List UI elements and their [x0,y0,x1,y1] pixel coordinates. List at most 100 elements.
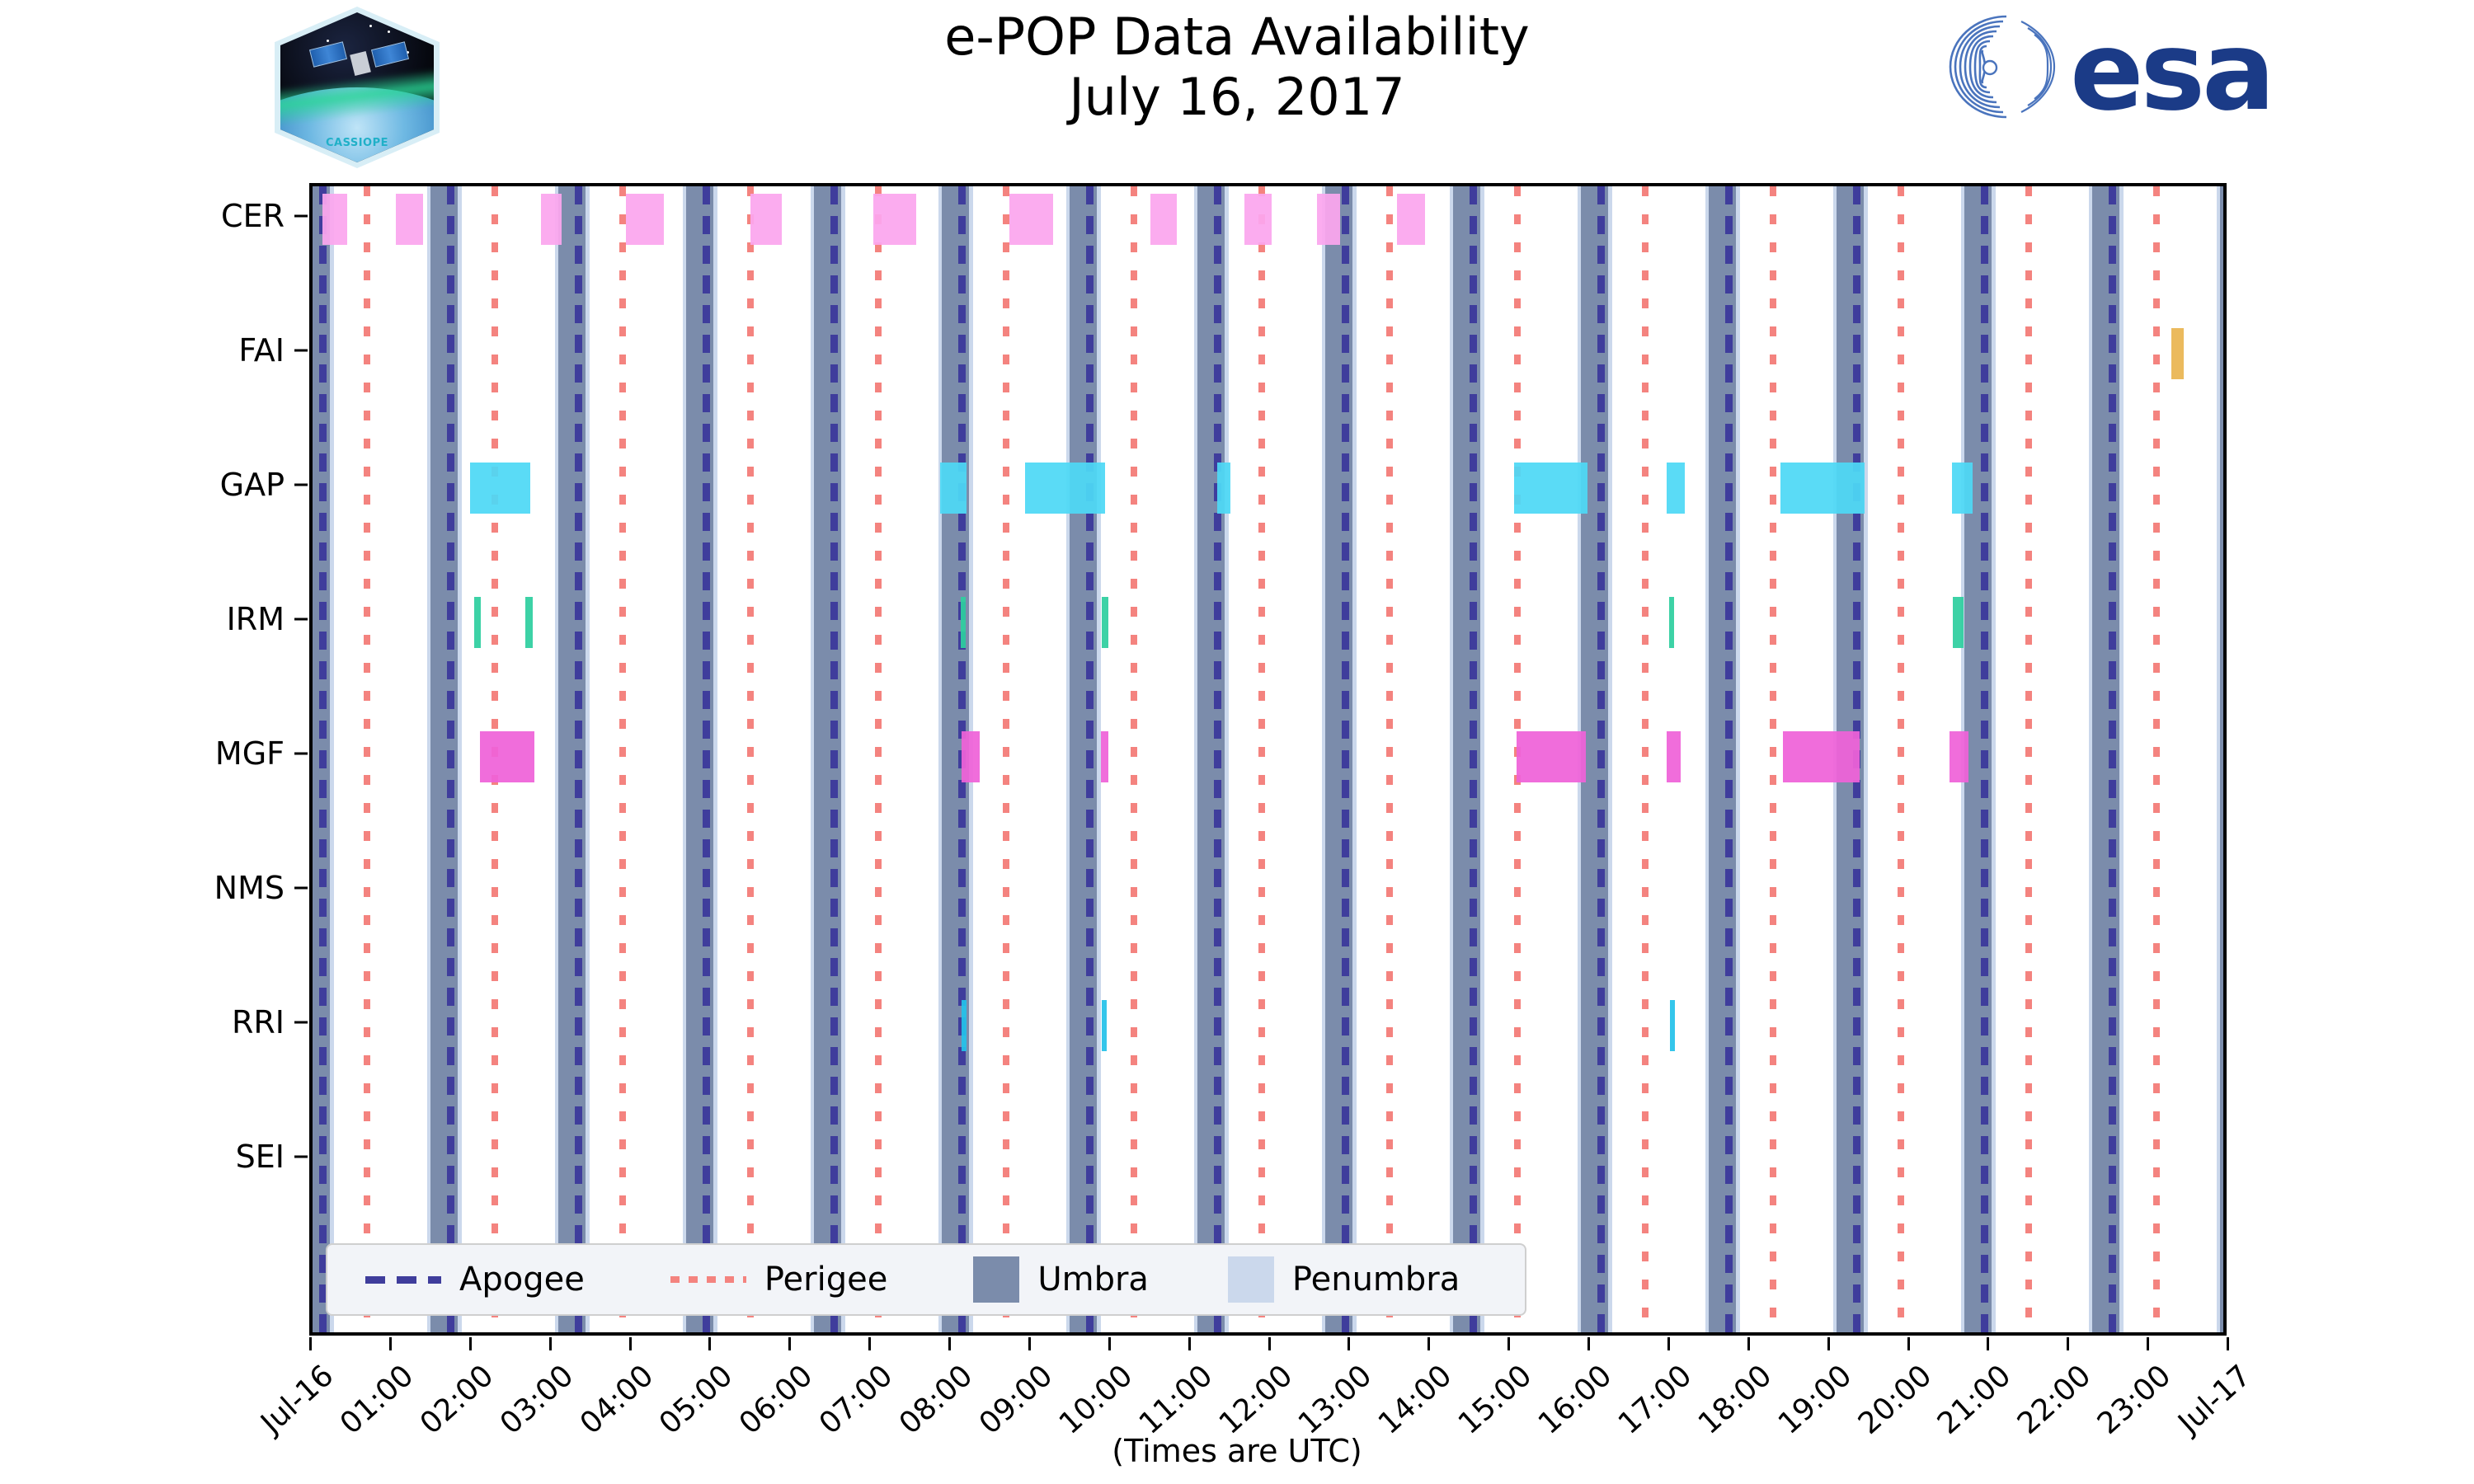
availability-bar-cer [395,194,423,245]
availability-bar-rri [1102,1000,1108,1051]
availability-bar-irm [473,597,482,648]
x-tick-mark [468,1337,472,1350]
title-line-1: e-POP Data Availability [944,7,1530,67]
availability-bar-cer [1396,194,1426,245]
availability-bar-irm [1668,597,1674,648]
y-tick-label-sei: SEI [235,1139,285,1175]
availability-bar-gap [1514,463,1588,514]
x-tick-mark [1747,1337,1750,1350]
perigee-line [746,186,754,1332]
availability-plot [309,183,2227,1336]
y-tick-label-cer: CER [221,198,285,234]
y-tick-mark [294,1155,308,1158]
availability-bar-mgf [1783,731,1860,782]
title-line-2: July 16, 2017 [1069,67,1405,128]
availability-bar-gap [940,463,967,514]
x-tick-mark [2227,1337,2229,1350]
patch-artwork: CASSIOPE [280,12,434,162]
availability-bar-gap [1780,463,1865,514]
apogee-line [1981,186,1989,1332]
availability-bar-cer [625,194,665,245]
perigee-line [1897,186,1904,1332]
perigee-line [1258,186,1265,1332]
legend-item-perigee: Perigee [670,1245,887,1314]
availability-bar-mgf [1667,731,1681,782]
availability-bar-cer [1150,194,1178,245]
y-tick-mark [294,483,308,486]
legend-label-penumbra: Penumbra [1291,1261,1460,1298]
availability-bar-gap [1216,463,1231,514]
x-tick-mark [1587,1337,1590,1350]
availability-bar-irm [524,597,534,648]
legend-item-umbra: Umbra [973,1245,1149,1314]
apogee-line [1725,186,1733,1332]
perigee-line [1385,186,1393,1332]
apogee-line [575,186,583,1332]
availability-bar-cer [750,194,782,245]
y-tick-label-fai: FAI [238,332,285,369]
y-tick-label-rri: RRI [231,1004,285,1040]
y-tick-label-irm: IRM [226,601,285,637]
x-tick-mark [1827,1337,1830,1350]
y-tick-label-mgf: MGF [214,735,285,772]
esa-logo: esa [1942,8,2313,135]
plot-legend: Apogee Perigee Umbra Penumbra [326,1243,1526,1316]
perigee-line [1769,186,1776,1332]
x-tick-mark [2067,1337,2070,1350]
availability-bar-gap [469,463,531,514]
y-tick-mark [294,1021,308,1024]
perigee-line [2152,186,2160,1332]
x-tick-mark [548,1337,552,1350]
availability-bar-rri [1669,1000,1675,1051]
x-tick-mark [1188,1337,1191,1350]
availability-bar-mgf [1949,731,1969,782]
penumbra-swatch-icon [1227,1256,1274,1303]
availability-bar-mgf [1516,731,1587,782]
availability-bar-cer [1244,194,1272,245]
perigee-line [1130,186,1137,1332]
x-tick-mark [708,1337,712,1350]
apogee-line [1342,186,1350,1332]
availability-bar-cer [541,194,562,245]
availability-bar-irm [1102,597,1108,648]
availability-bar-cer [1316,194,1340,245]
availability-bar-cer [1009,194,1054,245]
availability-bar-mgf [961,731,980,782]
x-tick-mark [1028,1337,1031,1350]
availability-bar-cer [873,194,917,245]
x-tick-mark [788,1337,792,1350]
y-tick-mark [294,886,308,890]
apogee-line [1086,186,1094,1332]
y-tick-mark [294,618,308,621]
satellite-body-icon [350,51,372,77]
availability-bar-irm [960,597,966,648]
x-axis-caption: (Times are UTC) [1112,1433,1362,1469]
esa-globe-icon [1949,15,2056,119]
apogee-line [1214,186,1222,1332]
apogee-line-icon [365,1275,441,1284]
apogee-line [447,186,455,1332]
figure-header: CASSIOPE e-POP Data Availability July 16… [0,0,2474,173]
cassiope-logo-label: CASSIOPE [325,137,389,149]
x-tick-mark [868,1337,872,1350]
plot-inner [313,186,2223,1332]
availability-bar-fai [2171,328,2184,379]
legend-item-apogee: Apogee [365,1245,585,1314]
solar-panel-right-icon [370,41,409,68]
availability-bar-gap [1667,463,1686,514]
x-tick-mark [388,1337,392,1350]
availability-bar-mgf [480,731,535,782]
apogee-line [1597,186,1606,1332]
y-tick-mark [294,752,308,755]
availability-bar-gap [1951,463,1973,514]
figure-title: e-POP Data Availability July 16, 2017 [742,7,1732,127]
umbra-swatch-icon [973,1256,1020,1303]
perigee-line [1641,186,1649,1332]
legend-label-apogee: Apogee [459,1261,585,1298]
legend-label-umbra: Umbra [1037,1261,1149,1298]
x-tick-mark [1987,1337,1990,1350]
perigee-line [618,186,626,1332]
apogee-line [1470,186,1478,1332]
availability-bar-rri [961,1000,967,1051]
